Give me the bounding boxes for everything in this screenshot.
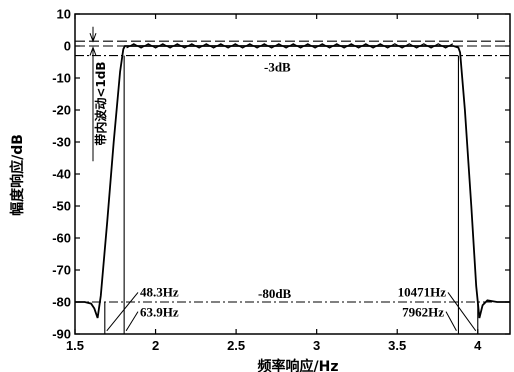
minus3db-label: -3dB (264, 60, 291, 75)
y-tick-label: -60 (52, 231, 71, 246)
left-3db-freq-label: 63.9Hz (140, 305, 179, 320)
magnitude-response-line (75, 45, 510, 319)
y-axis-title: 幅度响应/dB (9, 134, 26, 216)
ripple-arrowhead-bottom (89, 46, 97, 56)
ripple-annotation: 带内波动<1dB (93, 62, 108, 146)
passband-ripple (126, 43, 454, 49)
y-tick-label: -70 (52, 263, 71, 278)
x-axis-title: 频率响应/Hz (258, 358, 339, 372)
y-tick-label: -40 (52, 167, 71, 182)
x-tick-label: 4 (474, 338, 482, 353)
ripple-arrowhead-top (89, 33, 97, 43)
y-tick-label: 10 (57, 7, 71, 22)
y-tick-label: -20 (52, 103, 71, 118)
x-tick-label: 1.5 (66, 338, 84, 353)
y-tick-label: -10 (52, 71, 71, 86)
right-80db-arrow (447, 292, 477, 332)
x-tick-label: 3 (313, 338, 320, 353)
y-tick-label: -50 (52, 199, 71, 214)
left-80db-freq-label: 48.3Hz (140, 284, 179, 299)
x-tick-label: 2 (152, 338, 159, 353)
x-tick-label: 2.5 (227, 338, 245, 353)
y-tick-label: -90 (52, 327, 71, 342)
left-3db-arrow (125, 311, 139, 332)
y-tick-label: 0 (64, 39, 71, 54)
y-tick-label: -30 (52, 135, 71, 150)
x-tick-label: 3.5 (388, 338, 406, 353)
right-3db-freq-label: 7962Hz (402, 305, 444, 320)
y-tick-label: -80 (52, 295, 71, 310)
left-80db-arrow (106, 292, 139, 332)
right-80db-freq-label: 10471Hz (398, 284, 447, 299)
right-3db-arrow (445, 311, 457, 332)
minus80db-label: -80dB (258, 286, 292, 301)
